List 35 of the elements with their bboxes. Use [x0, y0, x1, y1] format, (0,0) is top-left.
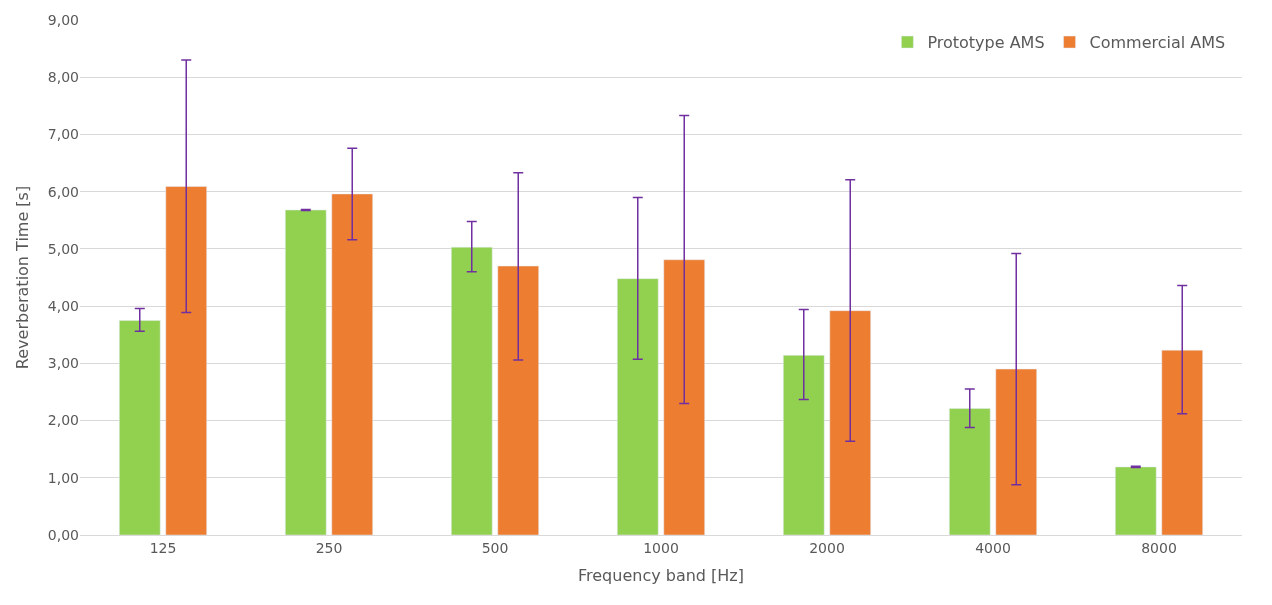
bar [617, 278, 659, 535]
x-tick-label: 1000 [643, 539, 679, 556]
x-tick-label: 4000 [975, 539, 1011, 556]
y-tick-label: 1,00 [47, 469, 79, 486]
y-tick-label: 6,00 [47, 183, 79, 200]
x-tick-label: 500 [481, 539, 509, 556]
bar [949, 408, 991, 535]
bar [331, 193, 373, 535]
x-axis-title: Frequency band [Hz] [578, 566, 744, 586]
y-tick-label: 0,00 [47, 526, 79, 543]
bar [285, 209, 327, 535]
bar [663, 259, 705, 535]
bar [165, 186, 207, 535]
bar [451, 246, 493, 535]
y-tick-label: 3,00 [47, 355, 79, 372]
bar [1115, 466, 1157, 535]
bar [497, 265, 539, 535]
x-tick-label: 2000 [809, 539, 845, 556]
y-tick-label: 8,00 [47, 69, 79, 86]
legend-label: Prototype AMS [927, 33, 1045, 53]
y-tick-label: 7,00 [47, 126, 79, 143]
y-axis-title: Reverberation Time [s] [12, 185, 32, 370]
legend-label: Commercial AMS [1089, 33, 1226, 53]
y-tick-label: 2,00 [47, 412, 79, 429]
bar [829, 310, 871, 535]
y-tick-label: 5,00 [47, 240, 79, 257]
x-tick-label: 8000 [1141, 539, 1177, 556]
bar [783, 355, 825, 535]
y-tick-label: 4,00 [47, 298, 79, 315]
bar [119, 320, 161, 535]
bar [1161, 349, 1203, 535]
bar [995, 368, 1037, 535]
y-tick-label: 9,00 [47, 11, 79, 28]
x-tick-label: 125 [149, 539, 177, 556]
x-tick-label: 250 [315, 539, 343, 556]
